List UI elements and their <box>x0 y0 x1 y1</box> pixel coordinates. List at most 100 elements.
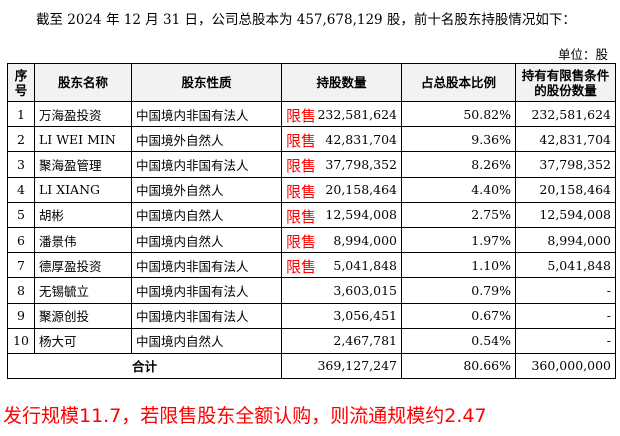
row-index: 9 <box>7 302 35 329</box>
restricted-tag: 限售 <box>286 258 317 277</box>
shares-cell: 限售 8,994,000 <box>281 226 402 254</box>
total-row: 合计 369,127,247 80.66% 360,000,000 <box>7 352 616 380</box>
restricted-shares-value: 20,158,464 <box>515 176 616 203</box>
ratio-value: 4.40% <box>401 176 516 203</box>
restricted-tag: 限售 <box>286 107 317 125</box>
table-row: 3 聚海盈管理 中国境内非国有法人 限售 37,798,352 8.26% 37,798,3… <box>7 151 616 178</box>
table-row: 9 聚源创投 中国境内非国有法人 3,056,451 0.67% - <box>7 302 616 329</box>
table-row: 6 潘景伟 中国境内自然人 限售 8,994,000 1.97% 8,994,000 <box>7 226 616 254</box>
shares-value: 42,831,704 <box>325 131 397 147</box>
row-index: 6 <box>7 226 35 254</box>
shares-cell: 限售 37,798,352 <box>281 151 402 178</box>
table-body: 1 万海盈投资 中国境内非国有法人 限售 232,581,624 50.82% 232,58… <box>7 100 616 354</box>
shares-cell: 2,467,781 <box>281 327 402 354</box>
holder-nature: 中国境内非国有法人 <box>131 277 282 304</box>
row-index: 3 <box>7 151 35 178</box>
holder-nature: 中国境外自然人 <box>131 176 282 203</box>
ratio-value: 0.67% <box>401 302 516 329</box>
shares-value: 3,603,015 <box>333 282 397 298</box>
holder-nature: 中国境内非国有法人 <box>131 252 282 279</box>
restricted-shares-value: 5,041,848 <box>515 252 616 279</box>
ratio-value: 1.97% <box>401 226 516 254</box>
holder-nature: 中国境内非国有法人 <box>131 100 282 128</box>
shares-cell: 限售 5,041,848 <box>281 252 402 279</box>
row-index: 1 <box>7 100 35 128</box>
holder-name: 潘景伟 <box>34 226 132 254</box>
holder-nature: 中国境外自然人 <box>131 126 282 153</box>
shares-value: 8,994,000 <box>333 232 397 248</box>
holder-name: LI XIANG <box>34 176 132 203</box>
restricted-shares-value: - <box>515 277 616 304</box>
header-ratio: 占总股本比例 <box>401 63 516 102</box>
restricted-shares-value: 232,581,624 <box>515 100 616 128</box>
table-header: 序号 股东名称 股东性质 持股数量 占总股本比例 持有有限售条件的股份数量 <box>7 63 616 102</box>
restricted-shares-value: 8,994,000 <box>515 226 616 254</box>
holder-name: 无锡毓立 <box>34 277 132 304</box>
holder-name: 德厚盈投资 <box>34 252 132 279</box>
ratio-value: 50.82% <box>401 100 516 128</box>
header-holder-nature: 股东性质 <box>131 63 282 102</box>
restricted-shares-value: - <box>515 327 616 354</box>
table-row: 7 德厚盈投资 中国境内非国有法人 限售 5,041,848 1.10% 5,041,848 <box>7 252 616 279</box>
holder-name: 聚海盈管理 <box>34 151 132 178</box>
row-index: 10 <box>7 327 35 354</box>
restricted-tag: 限售 <box>286 182 317 201</box>
holder-nature: 中国境内非国有法人 <box>131 151 282 178</box>
holder-nature: 中国境内自然人 <box>131 226 282 254</box>
total-shares: 369,127,247 <box>281 352 402 380</box>
total-label: 合计 <box>7 352 282 380</box>
row-index: 7 <box>7 252 35 279</box>
table-row: 5 胡彬 中国境内自然人 限售 12,594,008 2.75% 12,594,008 <box>7 201 616 228</box>
restricted-shares-value: 37,798,352 <box>515 151 616 178</box>
restricted-shares-value: 42,831,704 <box>515 126 616 153</box>
shares-cell: 限售 12,594,008 <box>281 201 402 228</box>
shares-value: 3,056,451 <box>333 308 397 324</box>
annotation-note: 发行规模11.7，若限售股东全额认购，则流通规模约2.47 <box>3 405 487 427</box>
shares-cell: 限售 42,831,704 <box>281 126 402 153</box>
holder-name: 胡彬 <box>34 201 132 228</box>
shares-value: 232,581,624 <box>317 106 397 122</box>
row-index: 8 <box>7 277 35 304</box>
header-restricted-shares: 持有有限售条件的股份数量 <box>515 63 616 102</box>
ratio-value: 9.36% <box>401 126 516 153</box>
table-row: 10 杨大可 中国境内自然人 2,467,781 0.54% - <box>7 327 616 354</box>
restricted-tag: 限售 <box>286 232 317 251</box>
holder-nature: 中国境内非国有法人 <box>131 302 282 329</box>
holder-name: LI WEI MIN <box>34 126 132 153</box>
holder-nature: 中国境内自然人 <box>131 327 282 354</box>
table-row: 4 LI XIANG 中国境外自然人 限售 20,158,464 4.40% 20,158,… <box>7 176 616 203</box>
ratio-value: 1.10% <box>401 252 516 279</box>
holder-name: 聚源创投 <box>34 302 132 329</box>
ratio-value: 0.79% <box>401 277 516 304</box>
restricted-tag: 限售 <box>286 132 317 151</box>
header-index: 序号 <box>7 63 35 102</box>
row-index: 2 <box>7 126 35 153</box>
shares-value: 20,158,464 <box>325 182 397 198</box>
shares-value: 5,041,848 <box>333 257 397 273</box>
restricted-tag: 限售 <box>286 157 317 176</box>
shares-cell: 限售 232,581,624 <box>281 100 402 128</box>
shares-cell: 3,603,015 <box>281 277 402 304</box>
header-shares: 持股数量 <box>281 63 402 102</box>
shares-cell: 3,056,451 <box>281 302 402 329</box>
header-row: 序号 股东名称 股东性质 持股数量 占总股本比例 持有有限售条件的股份数量 <box>7 63 616 102</box>
holder-name: 万海盈投资 <box>34 100 132 128</box>
row-index: 5 <box>7 201 35 228</box>
total-ratio: 80.66% <box>401 352 516 380</box>
shares-value: 37,798,352 <box>325 156 397 172</box>
header-holder-name: 股东名称 <box>34 63 132 102</box>
total-restricted: 360,000,000 <box>515 352 616 380</box>
table-row: 1 万海盈投资 中国境内非国有法人 限售 232,581,624 50.82% 232,58… <box>7 100 616 128</box>
row-index: 4 <box>7 176 35 203</box>
ratio-value: 8.26% <box>401 151 516 178</box>
shares-cell: 限售 20,158,464 <box>281 176 402 203</box>
table-row: 8 无锡毓立 中国境内非国有法人 3,603,015 0.79% - <box>7 277 616 304</box>
restricted-tag: 限售 <box>286 207 317 226</box>
holder-nature: 中国境内自然人 <box>131 201 282 228</box>
restricted-shares-value: - <box>515 302 616 329</box>
intro-text: 截至 2024 年 12 月 31 日，公司总股本为 457,678,129 股… <box>36 12 576 28</box>
shares-value: 12,594,008 <box>325 207 397 223</box>
shares-value: 2,467,781 <box>333 333 397 349</box>
table-row: 2 LI WEI MIN 中国境外自然人 限售 42,831,704 9.36% 42,83… <box>7 126 616 153</box>
